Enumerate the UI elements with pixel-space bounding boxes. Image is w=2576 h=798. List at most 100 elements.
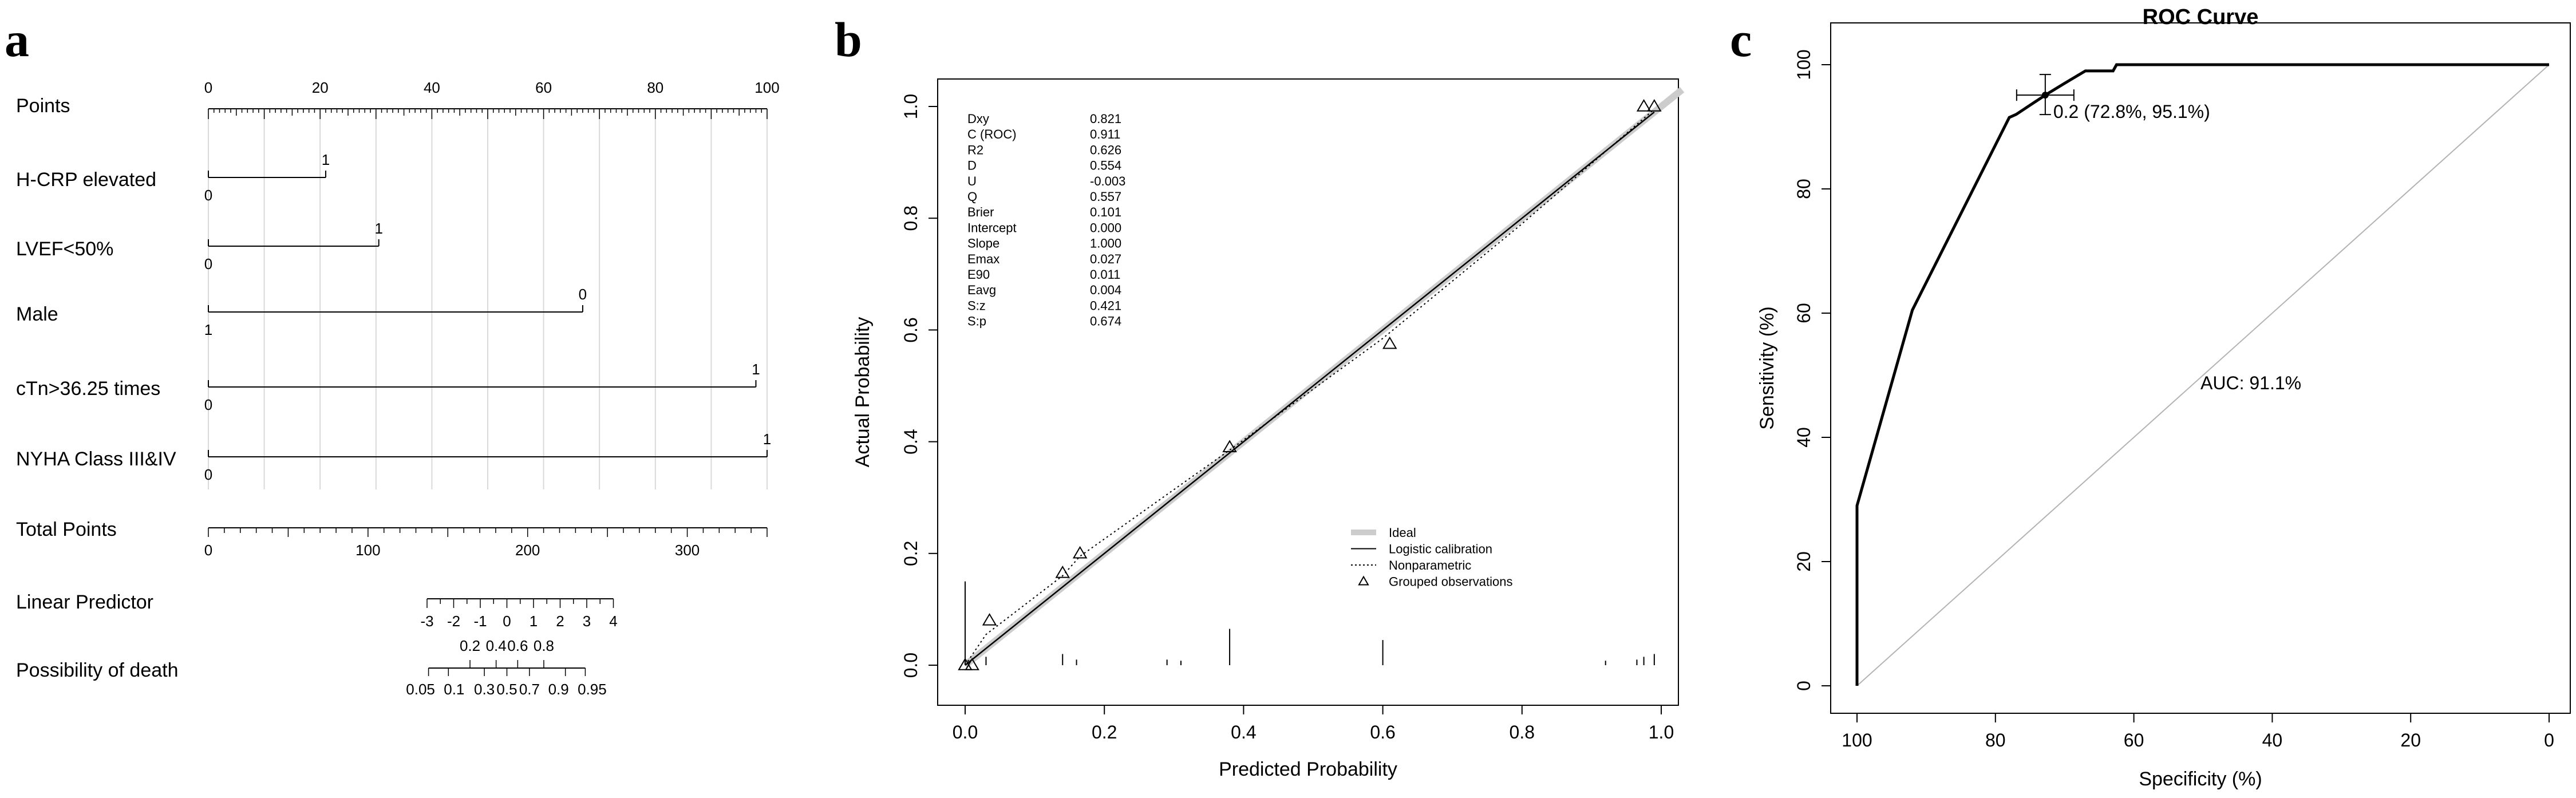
x-tick-label: 0.2 xyxy=(1092,722,1117,742)
variable-label: NYHA Class III&IV xyxy=(16,448,176,470)
roc-panel: ROC Curve 100 80 60 40 20 0 0 20 40 60 80 100 Specifi… xyxy=(1756,5,2571,790)
stat-value: 0.626 xyxy=(1090,143,1121,157)
panel-label-b: b xyxy=(835,12,862,67)
points-tick-label: 60 xyxy=(535,79,552,96)
stat-value: 0.004 xyxy=(1090,283,1121,297)
roc-x-tick-label: 20 xyxy=(2400,730,2421,750)
variable-level-label: 0 xyxy=(204,187,212,204)
x-axis-title: Predicted Probability xyxy=(1219,759,1397,780)
grouped-observation-marker xyxy=(1222,440,1237,453)
variable-level-label: 0 xyxy=(204,255,212,272)
grouped-observation-marker xyxy=(965,658,979,670)
stat-name: Brier xyxy=(967,205,994,219)
points-tick-label: 20 xyxy=(312,79,329,96)
roc-y-tick-label: 0 xyxy=(1793,681,1814,691)
roc-y-tick-label: 80 xyxy=(1793,179,1814,199)
x-tick-label: 0.8 xyxy=(1510,722,1535,742)
auc-label: AUC: 91.1% xyxy=(2200,373,2301,393)
logistic-calibration-line xyxy=(965,111,1655,666)
stat-value: 1.000 xyxy=(1090,236,1121,251)
y-tick-label: 0.8 xyxy=(900,206,921,231)
points-tick-label: 100 xyxy=(754,79,779,96)
grouped-observation-marker xyxy=(1072,546,1088,559)
linear-predictor-label: Linear Predictor xyxy=(16,591,153,613)
stat-name: S:z xyxy=(967,298,986,313)
total-points-tick-label: 200 xyxy=(515,542,540,559)
y-tick-label: 0.4 xyxy=(900,429,921,454)
legend-ideal-label: Ideal xyxy=(1389,526,1416,540)
stat-value: 0.911 xyxy=(1090,127,1120,141)
panel-label-c: c xyxy=(1730,12,1752,67)
linear-predictor-tick-label: 4 xyxy=(609,613,617,630)
variable-level-label: 0 xyxy=(204,466,212,483)
grouped-observation-marker xyxy=(1647,99,1662,112)
points-tick-label: 80 xyxy=(647,79,663,96)
roc-y-tick-label: 20 xyxy=(1793,551,1814,572)
stat-value: 0.000 xyxy=(1090,220,1121,235)
roc-x-tick-label: 0 xyxy=(2544,730,2554,750)
variable-level-label: 1 xyxy=(752,361,760,378)
grouped-observation-marker xyxy=(982,613,997,626)
legend-logistic-label: Logistic calibration xyxy=(1389,542,1492,556)
stat-value: 0.554 xyxy=(1090,159,1121,173)
y-tick-label: 0.2 xyxy=(900,541,921,566)
total-points-tick-label: 100 xyxy=(355,542,380,559)
stat-name: D xyxy=(967,159,977,173)
stat-value: 0.421 xyxy=(1090,298,1121,313)
stat-name: Emax xyxy=(967,252,999,266)
stat-value: 0.027 xyxy=(1090,252,1121,266)
stat-value: 0.557 xyxy=(1090,189,1121,204)
roc-x-tick-label: 60 xyxy=(2124,730,2144,750)
x-tick-label: 0.6 xyxy=(1370,722,1395,742)
calibration-panel: 0.0 0.2 0.4 0.6 0.8 1.0 0.0 0.2 0.4 0.6 0.8 1.0 Pred… xyxy=(852,78,1685,780)
roc-y-tick-label: 60 xyxy=(1793,303,1814,323)
x-tick-label: 0.4 xyxy=(1231,722,1256,742)
grouped-observation-marker xyxy=(1055,565,1070,578)
points-tick-label: 0 xyxy=(204,79,212,96)
total-points-tick-label: 300 xyxy=(675,542,700,559)
roc-y-tick-label: 100 xyxy=(1793,49,1814,80)
plot-frame xyxy=(937,78,1679,706)
grouped-observation-marker xyxy=(1636,99,1652,112)
variable-level-label: 1 xyxy=(322,151,330,168)
possibility-label: Possibility of death xyxy=(16,659,179,681)
y-tick-label: 0.6 xyxy=(900,317,921,342)
stat-name: Intercept xyxy=(967,220,1017,235)
possibility-tick-label-lower: 0.05 xyxy=(406,681,435,698)
stat-name: R2 xyxy=(967,143,983,157)
possibility-tick-label-upper: 0.8 xyxy=(534,637,554,654)
y-tick-label: 0.0 xyxy=(900,653,921,678)
possibility-tick-label-lower: 0.7 xyxy=(519,681,540,698)
nonparametric-line xyxy=(965,109,1655,666)
possibility-tick-label-lower: 0.1 xyxy=(444,681,464,698)
variable-level-label: 0 xyxy=(204,396,212,413)
possibility-tick-label-lower: 0.95 xyxy=(578,681,607,698)
panel-label-a: a xyxy=(5,12,29,67)
roc-y-tick-label: 40 xyxy=(1793,427,1814,448)
stat-name: E90 xyxy=(967,267,990,282)
variable-level-label: 1 xyxy=(374,220,382,237)
grouped-observation-marker xyxy=(1382,336,1397,349)
variable-label: Male xyxy=(16,303,58,325)
stat-value: 0.011 xyxy=(1090,267,1120,282)
stat-name: C (ROC) xyxy=(967,127,1017,141)
linear-predictor-tick-label: 0 xyxy=(503,613,511,630)
variable-level-label: 1 xyxy=(763,430,771,448)
roc-diagonal xyxy=(1856,64,2550,686)
y-tick-label: 1.0 xyxy=(900,94,921,119)
variable-label: H-CRP elevated xyxy=(16,169,156,191)
total-points-tick-label: 0 xyxy=(204,542,212,559)
stat-value: -0.003 xyxy=(1090,174,1125,188)
threshold-label: 0.2 (72.8%, 95.1%) xyxy=(2053,101,2210,122)
variable-label: LVEF<50% xyxy=(16,238,113,260)
total-points-label: Total Points xyxy=(16,519,117,540)
roc-title: ROC Curve xyxy=(2143,5,2259,29)
roc-frame xyxy=(1830,22,2571,714)
y-axis-title: Actual Probability xyxy=(852,317,874,468)
stat-value: 0.674 xyxy=(1090,314,1121,329)
roc-y-axis-title: Sensitivity (%) xyxy=(1756,306,1778,429)
legend-nonparametric-label: Nonparametric xyxy=(1389,558,1471,572)
possibility-tick-label-lower: 0.5 xyxy=(496,681,517,698)
